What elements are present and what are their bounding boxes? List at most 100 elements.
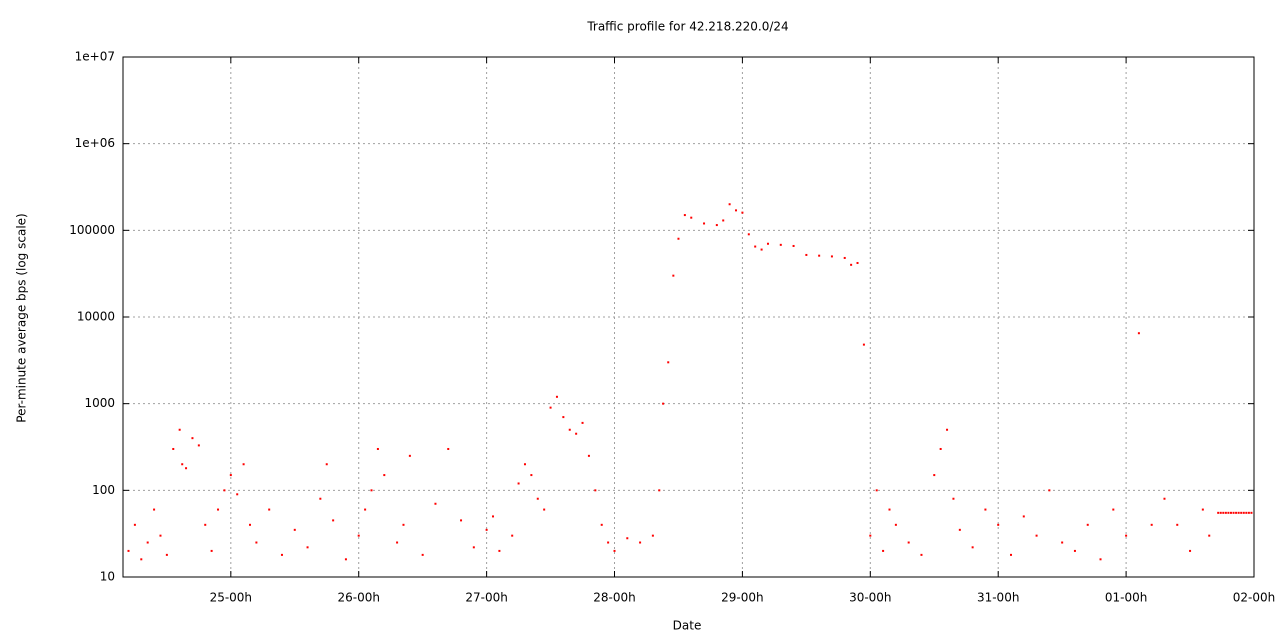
data-point [229,474,232,477]
data-point [658,489,661,492]
x-tick-label: 31-00h [977,591,1019,605]
data-point [223,489,226,492]
data-point [888,508,891,511]
x-tick-label: 28-00h [593,591,635,605]
data-point [204,523,207,526]
data-point [191,437,194,440]
data-point [517,482,520,485]
x-tick-label: 02-00h [1233,591,1275,605]
data-point [1022,515,1025,518]
data-point [575,432,578,435]
data-point [690,216,693,219]
data-point [1099,558,1102,561]
data-point [1073,549,1076,552]
data-point [357,534,360,537]
data-point [568,428,571,431]
data-point [1163,497,1166,500]
data-point [1227,511,1230,514]
data-point [536,497,539,500]
data-point [703,222,706,225]
data-point [543,508,546,511]
data-point [344,558,347,561]
data-point [850,263,853,266]
data-point [958,528,961,531]
data-point [856,261,859,264]
data-point [1125,534,1128,537]
data-point [268,508,271,511]
data-point [1009,553,1012,556]
data-point [1219,511,1222,514]
data-point [933,474,936,477]
x-tick-label: 25-00h [210,591,252,605]
data-point [165,553,168,556]
data-point [172,447,175,450]
data-point [754,245,757,248]
data-point [217,508,220,511]
y-tick-label: 10 [100,570,115,584]
y-tick-label: 1e+07 [75,50,115,64]
data-point [1061,541,1064,544]
data-point [447,447,450,450]
data-point [587,454,590,457]
data-point [869,534,872,537]
data-point [728,203,731,206]
chart-title: Traffic profile for 42.218.220.0/24 [586,20,788,34]
data-point [434,502,437,505]
data-point [920,553,923,556]
data-point [683,214,686,217]
data-point [779,243,782,246]
data-point [319,497,322,500]
data-point [607,541,610,544]
data-point [667,361,670,364]
data-point [376,447,379,450]
data-point [760,248,763,251]
data-point [672,274,675,277]
data-point [185,467,188,470]
data-point [242,463,245,466]
data-point [747,233,750,236]
data-point [127,549,130,552]
y-tick-label: 1e+06 [75,136,115,150]
data-point [1250,511,1253,514]
x-tick-label: 01-00h [1105,591,1147,605]
data-point [178,428,181,431]
y-tick-label: 1000 [84,396,115,410]
data-point [485,528,488,531]
data-point [249,523,252,526]
data-point [862,343,865,346]
data-point [1112,508,1115,511]
data-point [523,463,526,466]
data-point [715,224,718,227]
data-point [181,463,184,466]
data-point [306,546,309,549]
data-point [236,493,239,496]
data-point [894,523,897,526]
data-point [766,242,769,245]
data-point [735,209,738,212]
data-point [952,497,955,500]
data-point [364,508,367,511]
data-point [492,515,495,518]
y-axis-label: Per-minute average bps (log scale) [15,213,29,422]
data-point [907,541,910,544]
data-point [1235,511,1238,514]
data-point [1232,511,1235,514]
data-point [971,546,974,549]
data-point [255,541,258,544]
data-point [159,534,162,537]
data-point [280,553,283,556]
data-point [594,489,597,492]
data-point [140,558,143,561]
data-point [581,421,584,424]
data-point [677,237,680,240]
data-point [1240,511,1243,514]
data-point [396,541,399,544]
data-point [1229,511,1232,514]
data-point [843,256,846,259]
data-point [1224,511,1227,514]
y-tick-label: 10000 [77,310,115,324]
data-point [293,528,296,531]
data-point [408,454,411,457]
x-tick-label: 29-00h [721,591,763,605]
